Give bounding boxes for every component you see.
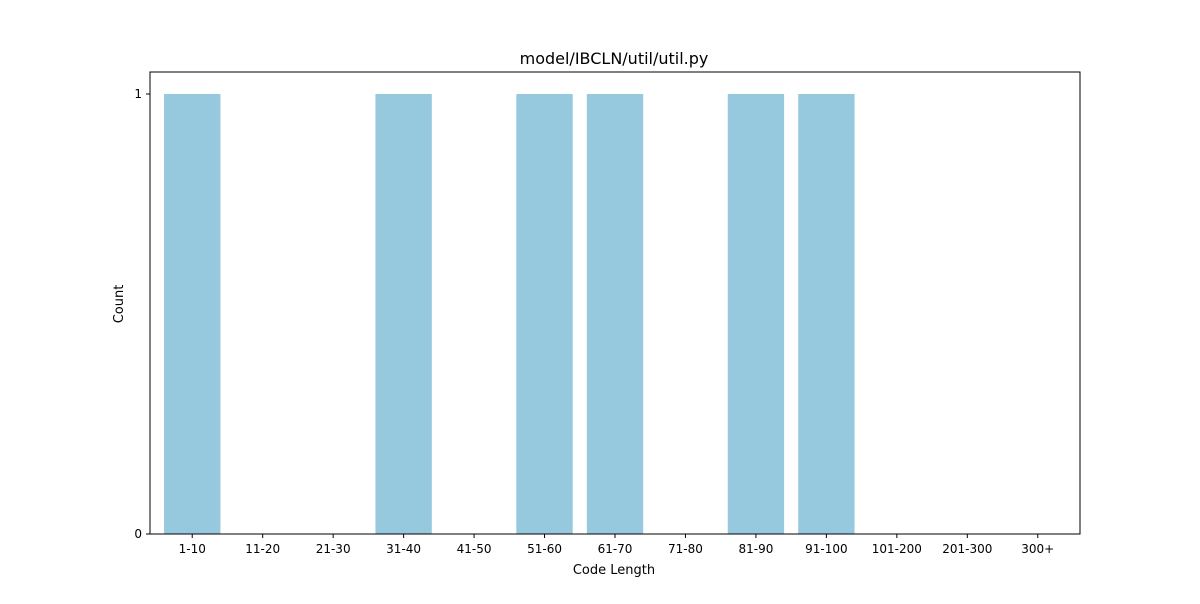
y-tick-label: 0 xyxy=(134,527,142,541)
x-tick-label: 71-80 xyxy=(668,542,703,556)
bar xyxy=(586,94,644,534)
bars-layer xyxy=(164,94,855,534)
plot-area-frame xyxy=(149,71,1081,535)
bar xyxy=(798,94,855,534)
bar xyxy=(375,94,432,534)
x-tick-label: 91-100 xyxy=(805,542,848,556)
x-tick-label: 31-40 xyxy=(386,542,421,556)
x-tick-label: 11-20 xyxy=(245,542,280,556)
bar xyxy=(727,94,785,534)
x-tick-label: 41-50 xyxy=(457,542,492,556)
x-tick-label: 201-300 xyxy=(942,542,992,556)
y-tick-label: 1 xyxy=(134,87,142,101)
bar xyxy=(516,94,573,534)
x-tick-layer: 1-10 11-20 21-30 31-40 41-50 51-60 61-70 71-80 8… xyxy=(179,534,1054,556)
bar xyxy=(164,94,221,534)
chart-title: model/IBCLN/util/util.py xyxy=(520,49,709,68)
x-tick-label: 81-90 xyxy=(738,542,773,556)
x-tick-label: 51-60 xyxy=(527,542,562,556)
x-tick-label: 21-30 xyxy=(316,542,351,556)
x-tick-label: 300+ xyxy=(1021,542,1054,556)
y-tick-layer: 01 xyxy=(134,87,150,541)
y-axis-label: Count xyxy=(112,285,127,324)
x-axis-label: Code Length xyxy=(573,563,655,578)
x-tick-label: 61-70 xyxy=(598,542,633,556)
x-tick-label: 1-10 xyxy=(179,542,206,556)
x-tick-label: 101-200 xyxy=(872,542,922,556)
